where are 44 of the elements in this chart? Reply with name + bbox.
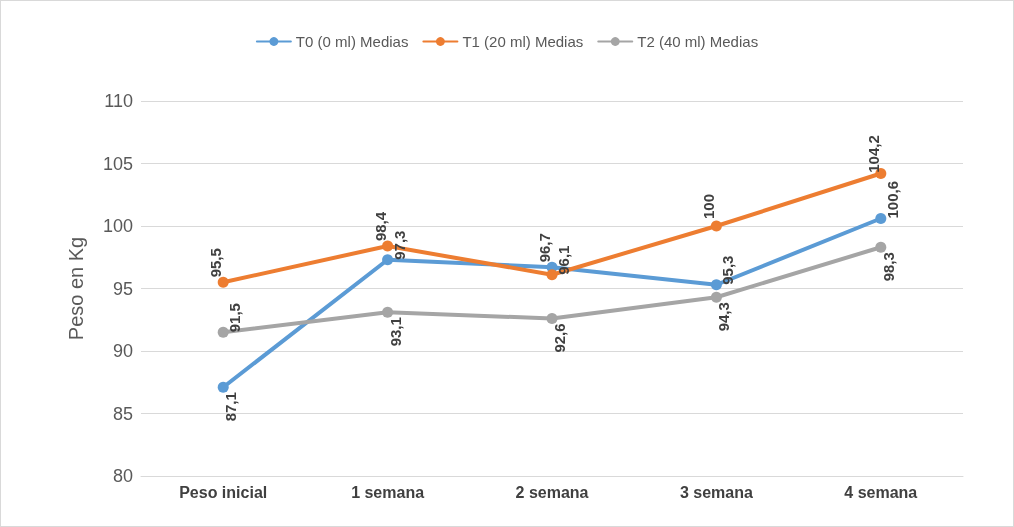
point bbox=[875, 241, 887, 253]
point bbox=[546, 313, 558, 324]
point bbox=[217, 276, 229, 288]
data-label: 95,3 bbox=[719, 255, 737, 285]
data-label: 87,1 bbox=[222, 392, 240, 422]
y-axis-title: Peso en Kg bbox=[65, 236, 87, 341]
point bbox=[382, 254, 394, 266]
point bbox=[546, 269, 558, 281]
point bbox=[710, 291, 722, 303]
y-tick-label: 80 bbox=[112, 466, 133, 486]
x-tick-label: 1 semana bbox=[351, 483, 425, 501]
data-label: 91,5 bbox=[226, 303, 244, 333]
point bbox=[217, 381, 229, 393]
y-tick-label: 100 bbox=[102, 216, 133, 236]
x-tick-label: Peso inicial bbox=[179, 483, 268, 501]
y-tick-label: 110 bbox=[104, 91, 133, 111]
point bbox=[382, 240, 394, 252]
legend-label: T1 (20 ml) Medias bbox=[462, 33, 584, 50]
point bbox=[875, 213, 887, 224]
data-label: 100 bbox=[700, 193, 718, 220]
data-label: 97,3 bbox=[390, 230, 408, 260]
x-tick-label: 2 semana bbox=[515, 483, 589, 501]
data-label: 98,3 bbox=[879, 252, 897, 282]
data-label: 104,2 bbox=[864, 135, 882, 173]
data-label: 100,6 bbox=[883, 180, 901, 219]
x-tick-label: 3 semana bbox=[679, 483, 753, 501]
data-label: 94,3 bbox=[715, 302, 733, 332]
point bbox=[382, 306, 394, 318]
y-tick-label: 105 bbox=[102, 153, 133, 174]
point bbox=[710, 279, 722, 291]
y-tick-label: 90 bbox=[112, 341, 133, 361]
point bbox=[217, 326, 229, 338]
data-label: 98,4 bbox=[371, 211, 389, 242]
data-label: 93,1 bbox=[386, 317, 404, 347]
point bbox=[710, 220, 722, 232]
x-tick-label: 4 semana bbox=[844, 483, 918, 501]
legend-label: T2 (40 ml) Medias bbox=[637, 33, 759, 50]
data-label: 96,1 bbox=[555, 245, 572, 275]
data-label: 92,6 bbox=[551, 323, 568, 353]
data-label: 96,7 bbox=[536, 233, 553, 263]
y-tick-label: 85 bbox=[112, 403, 133, 424]
legend-label: T0 (0 ml) Medias bbox=[295, 33, 409, 50]
data-label: 95,5 bbox=[207, 248, 225, 278]
y-tick-label: 95 bbox=[112, 278, 133, 299]
